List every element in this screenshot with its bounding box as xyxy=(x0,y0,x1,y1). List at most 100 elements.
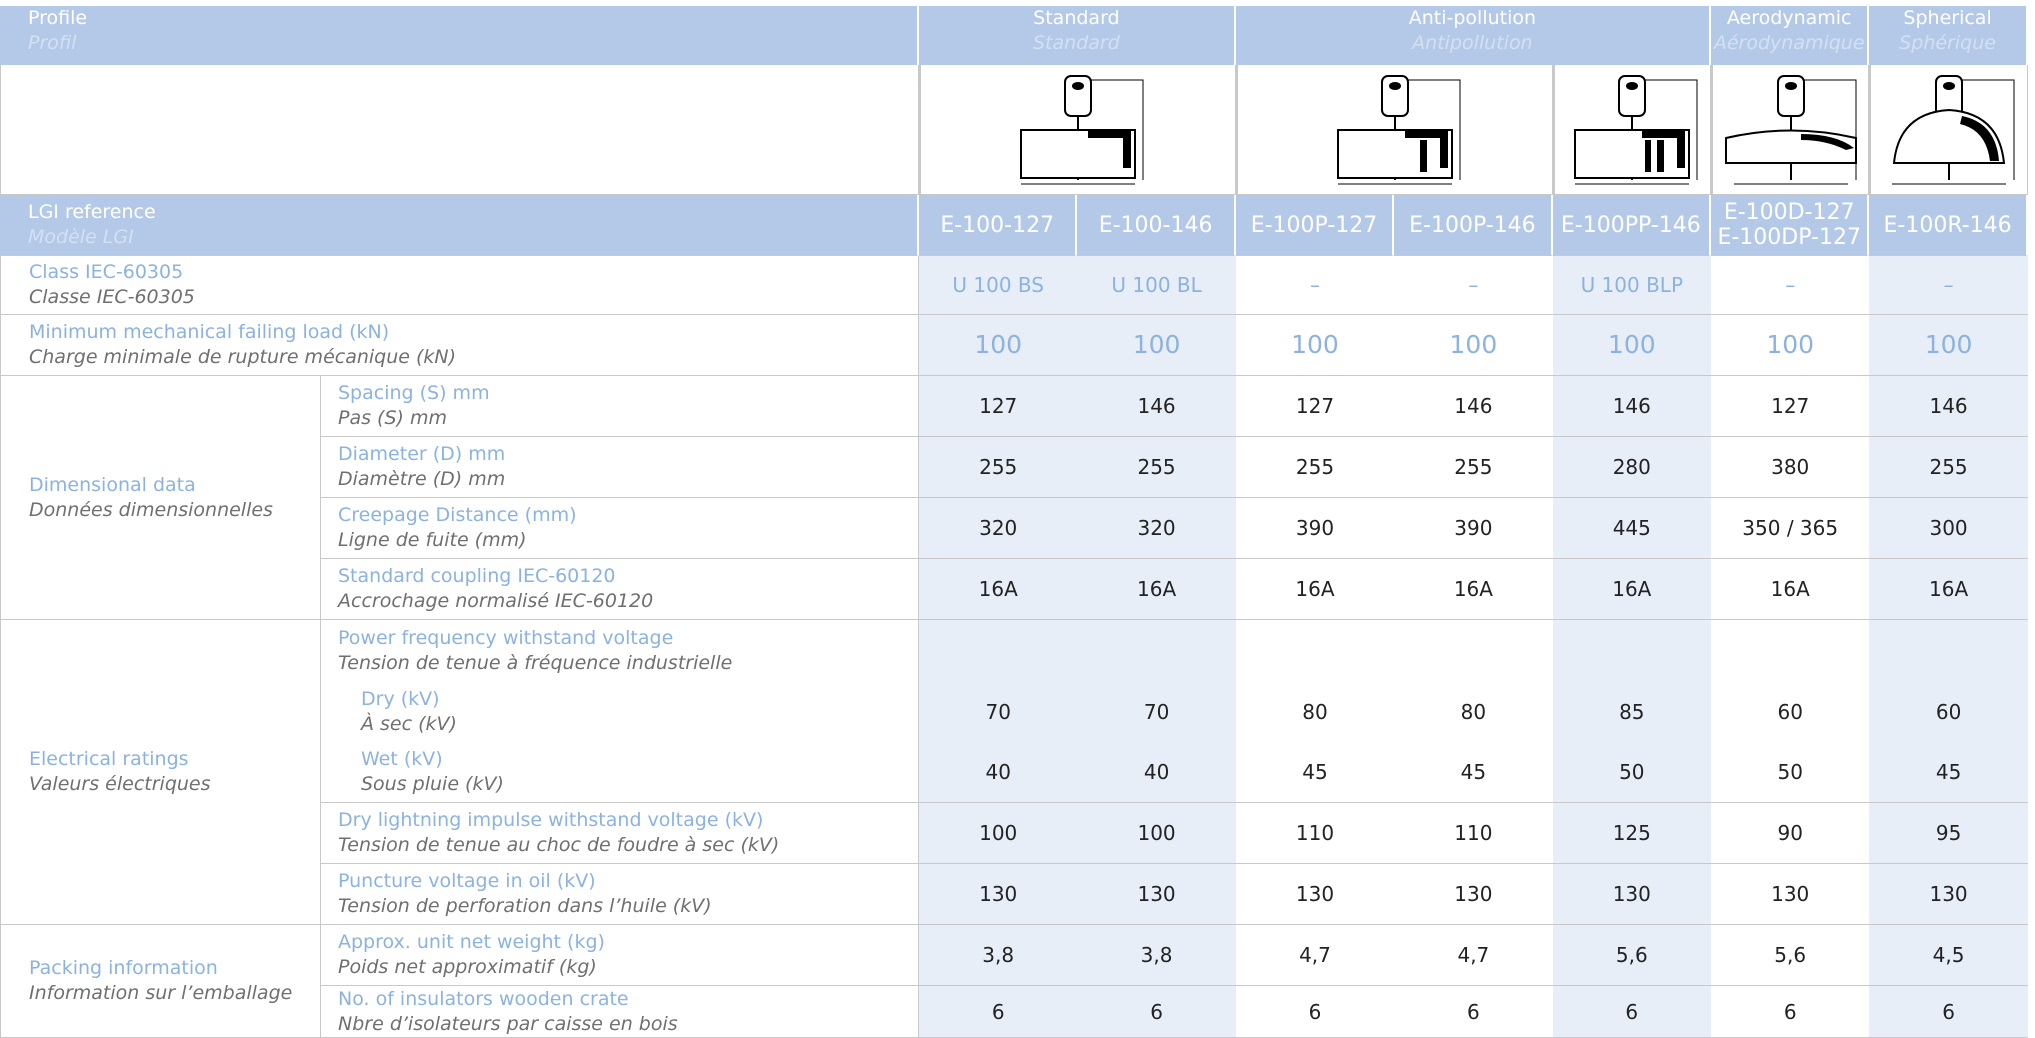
value-cell: 146 xyxy=(1394,376,1553,437)
value-cell: 130 xyxy=(919,864,1078,925)
value-cell: 146 xyxy=(1077,376,1236,437)
row-label: Dry lightning impulse withstand voltage … xyxy=(321,803,919,864)
value: 255 xyxy=(1929,455,1968,479)
value-cell: 130 xyxy=(1077,864,1236,925)
value-cell: 146 xyxy=(1869,376,2028,437)
value: 60 xyxy=(1935,699,1962,724)
value-cell: 6 xyxy=(1077,986,1236,1038)
class-cell: – xyxy=(1235,256,1395,315)
group-en: Spherical xyxy=(1903,7,1992,29)
label-en: Puncture voltage in oil (kV) xyxy=(338,870,596,892)
insulator-image xyxy=(919,65,1236,195)
class-value: – xyxy=(1943,273,1954,297)
value-cell: 5,6 xyxy=(1711,925,1870,986)
value-cell: 6 xyxy=(1711,986,1870,1038)
class-value: U 100 BLP xyxy=(1580,273,1684,297)
reference-value: E-100P-127 xyxy=(1250,212,1378,238)
row-label: No. of insulators wooden crate Nbre d’iso… xyxy=(321,986,919,1038)
class-value: U 100 BL xyxy=(1111,273,1202,297)
group-en: Standard xyxy=(1033,7,1120,29)
label-en: Electrical ratings xyxy=(29,748,189,770)
value: 255 xyxy=(1454,455,1493,479)
load-value: 100 xyxy=(1449,330,1498,359)
row-label: Creepage Distance (mm) Ligne de fuite (mm… xyxy=(321,498,919,559)
value-cell: 380 xyxy=(1711,437,1870,498)
label-en: LGI reference xyxy=(28,201,156,223)
value: 5,6 xyxy=(1615,943,1648,967)
value: 80 xyxy=(1302,699,1328,724)
reference-cell: E-100P-146 xyxy=(1394,195,1553,256)
value: 130 xyxy=(1137,882,1176,906)
label-en: Dry lightning impulse withstand voltage … xyxy=(338,809,764,831)
value: 16A xyxy=(1137,577,1177,601)
insulator-image xyxy=(1711,65,1870,195)
value-cell: 390 xyxy=(1235,498,1395,559)
load-cell: 100 xyxy=(1552,315,1711,376)
row-label: Power frequency withstand voltage Tension… xyxy=(321,620,919,803)
value-cell: 320 xyxy=(1077,498,1236,559)
label-en: Approx. unit net weight (kg) xyxy=(338,931,605,953)
value: 320 xyxy=(1137,516,1176,540)
value: 85 xyxy=(1619,699,1645,724)
value-cell: 130 xyxy=(1235,864,1395,925)
subrow-label: Wet (kV) Sous pluie (kV) xyxy=(338,747,918,797)
value-cell: 100 xyxy=(1077,803,1236,864)
value: 255 xyxy=(1137,455,1176,479)
value-cell: 16A xyxy=(1552,559,1711,620)
value-cell: 95 xyxy=(1869,803,2028,864)
insulator-svg xyxy=(1892,74,2015,184)
value: 255 xyxy=(979,455,1018,479)
value: 130 xyxy=(979,882,1018,906)
group-fr: Standard xyxy=(1033,32,1120,54)
value: 125 xyxy=(1612,821,1651,845)
load-value: 100 xyxy=(1924,330,1973,359)
value: 130 xyxy=(1454,882,1493,906)
value-cell: 110 xyxy=(1235,803,1395,864)
value: 4,7 xyxy=(1457,943,1490,967)
load-cell: 100 xyxy=(919,315,1078,376)
label-en: Packing information xyxy=(29,957,218,979)
value: 70 xyxy=(1143,699,1170,724)
label-fr: Accrochage normalisé IEC-60120 xyxy=(338,590,654,612)
value: 45 xyxy=(1935,760,1962,784)
label-en: Dry (kV) xyxy=(361,688,440,710)
label-en: Profile xyxy=(28,7,88,29)
value-cell: 16A xyxy=(919,559,1078,620)
label-en: Wet (kV) xyxy=(361,748,443,770)
value-cell: 45 xyxy=(1235,742,1395,803)
value: 95 xyxy=(1935,821,1962,845)
insulator-drawing xyxy=(1320,68,1470,192)
load-label: Minimum mechanical failing load (kN) Char… xyxy=(0,315,919,376)
value-cell: 255 xyxy=(1869,437,2028,498)
reference-value: E-100P-146 xyxy=(1409,212,1536,238)
value: 16A xyxy=(1453,577,1493,601)
value-cell: 70 xyxy=(1077,681,1236,742)
label-fr: Ligne de fuite (mm) xyxy=(338,529,527,551)
value-cell: 130 xyxy=(1869,864,2028,925)
value-cell: 100 xyxy=(919,803,1078,864)
label-fr: Charge minimale de rupture mécanique (kN… xyxy=(29,346,457,368)
blank-cell xyxy=(1235,620,1395,681)
class-value: – xyxy=(1309,273,1320,297)
label-fr: Valeurs électriques xyxy=(29,773,211,795)
class-cell: U 100 BS xyxy=(919,256,1078,315)
insulator-image xyxy=(1552,65,1711,195)
value-cell: 320 xyxy=(919,498,1078,559)
value-cell: 110 xyxy=(1394,803,1553,864)
value: 16A xyxy=(1770,577,1810,601)
value: 60 xyxy=(1777,699,1803,724)
value: 50 xyxy=(1619,760,1645,784)
load-value: 100 xyxy=(1291,330,1339,359)
blank-cell xyxy=(1711,620,1870,681)
value: 255 xyxy=(1295,455,1335,479)
value: 40 xyxy=(1143,760,1170,784)
label-en: Power frequency withstand voltage xyxy=(338,627,674,649)
label-fr: Diamètre (D) mm xyxy=(338,468,506,490)
value-cell: 127 xyxy=(919,376,1078,437)
blank-cell xyxy=(1552,620,1711,681)
group-en: Anti-pollution xyxy=(1408,7,1537,29)
value: 380 xyxy=(1771,455,1810,479)
value-cell: 6 xyxy=(1235,986,1395,1038)
group-fr: Aérodynamique xyxy=(1713,32,1865,54)
label-fr: Classe IEC-60305 xyxy=(29,286,195,308)
